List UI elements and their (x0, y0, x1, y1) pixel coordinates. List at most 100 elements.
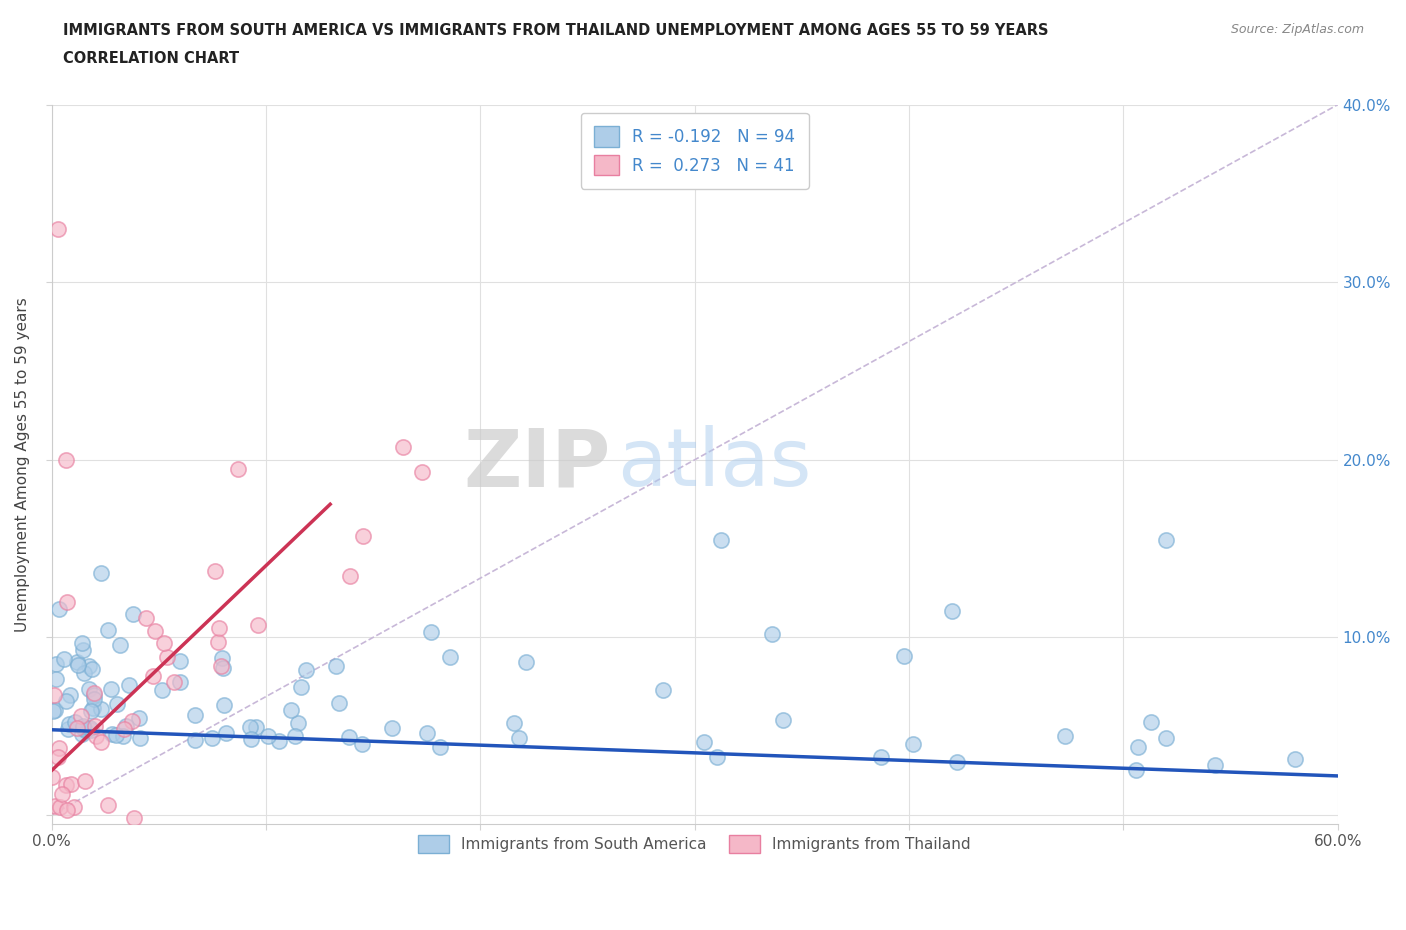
Point (1126, 739, 1149, 754)
Point (115, 719, 138, 734)
Point (208, 620, 231, 635)
Point (870, 750, 893, 764)
Point (44, 703, 66, 718)
Point (893, 648, 915, 663)
Point (226, 461, 249, 476)
Point (214, 698, 236, 712)
Point (79, 721, 101, 736)
Point (204, 564, 226, 578)
Point (325, 658, 347, 673)
Point (439, 649, 461, 664)
Point (280, 702, 302, 717)
Point (63, 714, 86, 729)
Point (239, 720, 262, 735)
Point (211, 660, 233, 675)
Point (142, 669, 165, 684)
Point (209, 658, 232, 673)
Point (508, 731, 530, 746)
Text: ZIP: ZIP (464, 425, 612, 503)
Point (97, 798, 120, 813)
Point (75, 723, 97, 737)
Point (80, 703, 103, 718)
Point (903, 737, 925, 751)
Point (86, 729, 108, 744)
Y-axis label: Unemployment Among Ages 55 to 59 years: Unemployment Among Ages 55 to 59 years (15, 297, 30, 631)
Point (72, 727, 94, 742)
Point (239, 731, 262, 746)
Point (83, 687, 105, 702)
Point (1284, 752, 1306, 767)
Point (42, 703, 65, 718)
Point (44, 798, 66, 813)
Point (72, 719, 94, 734)
Point (105, 728, 128, 743)
Point (706, 750, 728, 764)
Point (51, 787, 73, 802)
Point (169, 654, 191, 669)
Point (1139, 714, 1161, 729)
Point (143, 623, 166, 638)
Point (41, 770, 63, 785)
Point (169, 674, 191, 689)
Point (56, 803, 79, 817)
Point (337, 729, 360, 744)
Point (156, 649, 179, 664)
Point (328, 696, 350, 711)
Point (122, 810, 145, 825)
Point (420, 624, 443, 639)
Point (83, 685, 105, 700)
Point (48, 741, 70, 756)
Point (201, 730, 224, 745)
Point (73, 665, 96, 680)
Point (82, 661, 104, 676)
Point (97, 623, 120, 638)
Legend: Immigrants from South America, Immigrants from Thailand: Immigrants from South America, Immigrant… (412, 829, 977, 859)
Point (101, 726, 124, 741)
Point (381, 721, 404, 736)
Point (503, 716, 526, 731)
Point (90, 565, 112, 580)
Point (112, 728, 135, 743)
Point (58, 721, 80, 736)
Point (66, 654, 89, 669)
Point (416, 726, 439, 741)
Point (150, 683, 173, 698)
Point (1204, 757, 1226, 772)
Point (118, 677, 141, 692)
Point (429, 739, 451, 754)
Point (72, 721, 94, 736)
Point (135, 611, 157, 626)
Point (267, 734, 290, 749)
Point (110, 637, 132, 652)
Point (245, 720, 267, 735)
Text: CORRELATION CHART: CORRELATION CHART (63, 51, 239, 66)
Text: IMMIGRANTS FROM SOUTH AMERICA VS IMMIGRANTS FROM THAILAND UNEMPLOYMENT AMONG AGE: IMMIGRANTS FROM SOUTH AMERICA VS IMMIGRA… (63, 23, 1049, 38)
Point (184, 732, 207, 747)
Point (290, 680, 312, 695)
Point (709, 532, 731, 547)
Point (246, 618, 269, 632)
Point (82, 700, 104, 715)
Point (55, 694, 77, 709)
Point (411, 464, 433, 479)
Point (100, 682, 122, 697)
Point (84, 719, 107, 734)
Point (112, 721, 135, 736)
Point (257, 728, 280, 743)
Point (77, 658, 100, 673)
Point (339, 568, 361, 583)
Point (128, 711, 150, 725)
Point (153, 635, 176, 650)
Point (515, 654, 537, 669)
Point (284, 728, 307, 743)
Point (295, 663, 318, 678)
Point (121, 606, 143, 621)
Point (121, 713, 143, 728)
Point (48, 221, 70, 236)
Point (48, 602, 70, 617)
Point (83, 691, 105, 706)
Point (63, 800, 86, 815)
Point (58, 717, 80, 732)
Point (207, 634, 229, 649)
Point (77, 681, 100, 696)
